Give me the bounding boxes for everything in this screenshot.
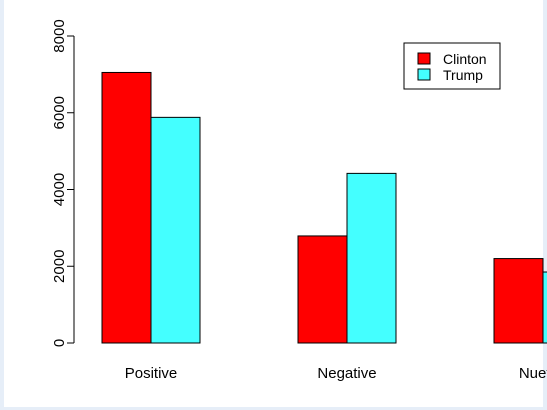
y-tick-label: 8000 [51, 19, 68, 52]
legend-label-clinton: Clinton [443, 51, 487, 67]
y-tick-label: 0 [51, 339, 68, 347]
bar-trump-nuetral [542, 271, 547, 344]
x-tick-label: Nuetral [519, 365, 547, 382]
bar-clinton-nuetral [493, 258, 544, 344]
bar-chart: 0 2000 4000 6000 8000 Positive Negative Nuetra… [51, 19, 547, 382]
y-tick-label: 4000 [51, 173, 68, 206]
legend: Clinton Trump [403, 42, 501, 90]
bar-clinton-positive [101, 71, 152, 344]
x-axis-labels: Positive Negative Nuetral [125, 365, 547, 382]
bars [101, 71, 547, 344]
x-tick-label: Negative [317, 365, 376, 382]
bar-clinton-negative [297, 235, 348, 344]
y-tick-label: 6000 [51, 96, 68, 129]
x-tick-label: Positive [125, 365, 178, 382]
y-axis: 0 2000 4000 6000 8000 [51, 19, 75, 347]
legend-box [403, 42, 501, 90]
legend-swatch-clinton [417, 52, 431, 65]
bar-trump-negative [346, 172, 397, 344]
y-tick-label: 2000 [51, 250, 68, 283]
legend-swatch-trump [417, 68, 431, 81]
legend-label-trump: Trump [443, 67, 483, 83]
bar-trump-positive [150, 116, 201, 344]
